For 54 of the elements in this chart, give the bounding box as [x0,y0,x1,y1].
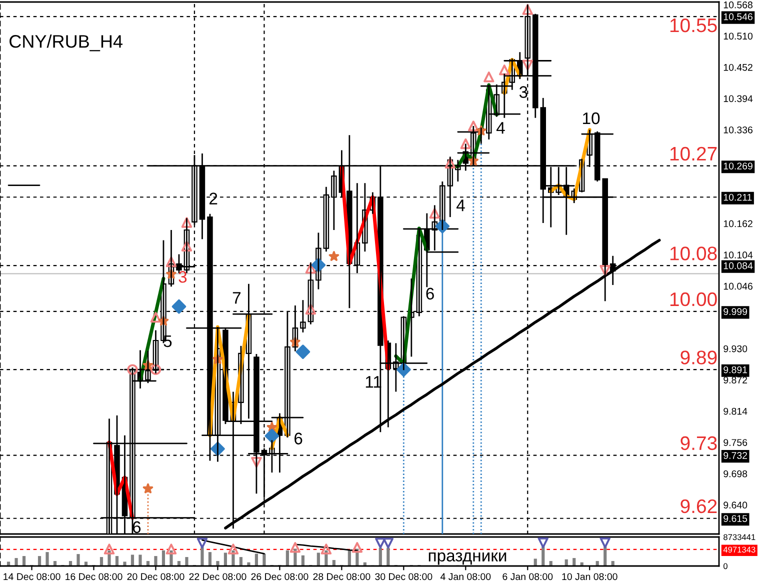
annotation: 6 [294,432,302,444]
text: CNY/RUB_H4 [10,34,122,52]
annotation: 3 [519,86,528,98]
y-tick-label: 10.452 [724,64,752,71]
ref-line-label: 9.89 [680,350,717,364]
y-tick-label: 10.046 [724,282,752,290]
ref-line-label: 10.55 [670,18,717,32]
y-tick-label: 4971343 [723,546,756,553]
annotation: 3 [178,270,187,283]
y-tick-label: 0 [723,563,728,570]
ref-line-label: 10.08 [670,246,717,260]
x-tick-label: 10 Jan 08:00 [562,573,618,580]
ref-line-label: 9.62 [680,499,717,514]
y-tick-label: 10.269 [724,162,752,170]
y-tick-label: 10.162 [724,220,752,228]
y-tick-label: 9.732 [724,452,748,459]
y-tick-label: 8733441 [724,534,756,540]
y-tick-label: 9.814 [724,408,748,415]
ref-line-label: 9.73 [680,436,717,450]
x-tick-label: 26 Dec 08:00 [251,573,308,580]
annotation: 6 [132,521,141,534]
y-tick-label: 9.891 [724,366,748,374]
y-tick-label: 10.336 [724,126,752,134]
ref-line-label: 10.27 [670,146,717,161]
y-tick-label: 9.930 [724,345,748,352]
y-tick-label: 10.394 [724,95,753,102]
x-tick-label: 6 Jan 08:00 [502,573,553,580]
y-tick-label: 10.510 [724,32,753,40]
annotation: праздники [428,552,506,565]
annotation: 7 [232,292,240,304]
x-tick-label: 28 Dec 08:00 [313,573,370,580]
y-tick-label: 10.211 [724,194,752,201]
y-tick-label: 9.872 [724,376,748,384]
annotation: 4 [456,200,465,212]
y-tick-label: 9.640 [724,502,748,509]
x-tick-label: 4 Jan 08:00 [440,573,491,580]
y-tick-label: 9.698 [724,470,748,478]
y-tick-label: 10.084 [724,262,753,270]
ref-line-label: 10.00 [670,292,717,306]
x-tick-label: 16 Dec 08:00 [66,573,122,580]
annotation: 2 [210,192,218,204]
annotation: 4 [496,122,505,134]
x-tick-label: 14 Dec 08:00 [4,573,60,580]
y-tick-label: 9.615 [724,515,748,522]
y-tick-label: 10.568 [724,1,752,8]
x-tick-label: 22 Dec 08:00 [189,573,246,580]
y-tick-label: 9.999 [724,308,748,316]
y-tick-label: 10.104 [724,252,753,258]
x-tick-label: 30 Dec 08:00 [375,573,432,580]
annotation: 6 [426,288,434,300]
x-tick-label: 20 Dec 08:00 [127,573,184,580]
y-tick-label: 9.756 [724,439,748,446]
y-tick-label: 10.546 [724,13,752,20]
annotation: 10 [583,112,600,124]
